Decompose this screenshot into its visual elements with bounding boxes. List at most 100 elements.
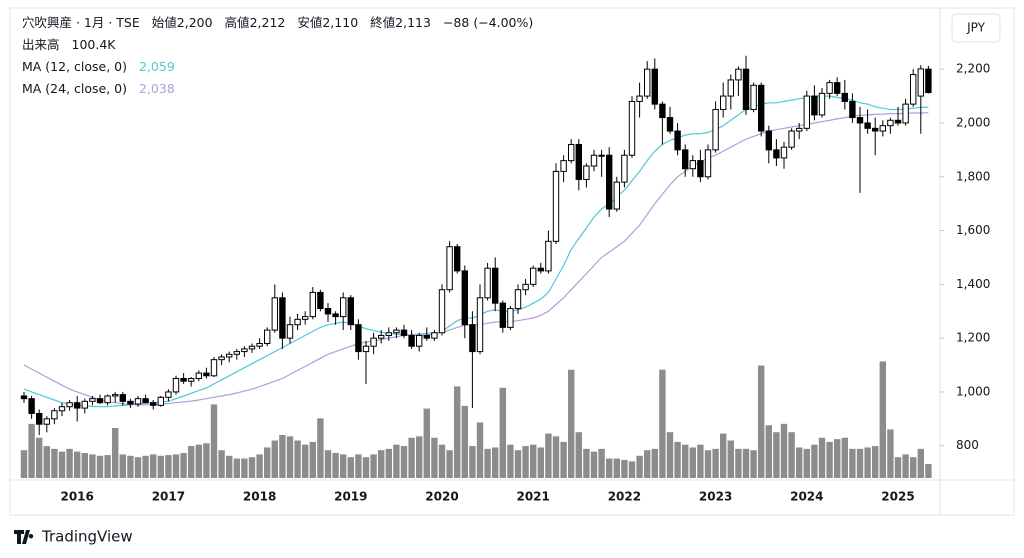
candle-body xyxy=(393,329,400,334)
candle-body xyxy=(256,343,263,347)
legend-ma12: MA (12, close, 0) 2,059 xyxy=(22,56,175,78)
volume-bar xyxy=(66,448,73,478)
candle-body xyxy=(872,127,879,132)
currency-box[interactable] xyxy=(951,13,1001,43)
volume-bar xyxy=(613,458,620,478)
candle-body xyxy=(476,297,484,353)
candle-body xyxy=(697,160,704,178)
candle-body xyxy=(423,334,431,339)
candle-body xyxy=(560,160,567,172)
x-tick-label: 2024 xyxy=(790,490,823,504)
candle-body xyxy=(674,130,681,151)
candle-body xyxy=(682,149,689,170)
candle-body xyxy=(590,154,598,167)
ma-name: MA (12, close, 0) xyxy=(22,59,128,74)
ohlc-name: 安値 xyxy=(297,15,323,30)
candle-body xyxy=(165,391,172,398)
volume-bar xyxy=(157,455,164,478)
candle-body xyxy=(651,68,658,105)
candle-body xyxy=(788,130,795,148)
volume-bar xyxy=(195,444,202,478)
volume-bar xyxy=(454,386,461,478)
candle-body xyxy=(264,329,271,345)
volume-bar xyxy=(317,418,324,478)
candle-body xyxy=(902,103,909,124)
candle-body xyxy=(568,143,575,162)
volume-bar xyxy=(811,444,818,478)
volume-bar xyxy=(36,437,43,478)
volume-bar xyxy=(51,448,58,478)
candle-body xyxy=(727,79,734,97)
volume-bar xyxy=(286,436,294,478)
x-tick-label: 2023 xyxy=(699,490,732,504)
candle-body xyxy=(780,146,788,159)
volume-bar xyxy=(416,436,423,478)
candle-body xyxy=(598,154,605,157)
ma-line xyxy=(23,95,929,408)
volume-bar xyxy=(674,441,681,478)
volume-bar xyxy=(864,447,871,478)
candle-body xyxy=(66,402,73,408)
volume-bar xyxy=(74,451,81,478)
candle-body xyxy=(910,74,917,105)
candle-body xyxy=(378,334,385,339)
ma-value: 2,038 xyxy=(139,81,175,96)
volume-bar xyxy=(917,448,924,478)
volume-bar xyxy=(758,365,765,478)
x-tick-label: 2025 xyxy=(881,490,914,504)
candle-body xyxy=(134,398,142,405)
logo-mark xyxy=(14,530,34,544)
volume-bar xyxy=(210,404,218,478)
volume-bar xyxy=(302,444,309,478)
volume-bar xyxy=(887,429,894,478)
ohlc-value: 2,113 xyxy=(395,15,431,30)
volume-bar xyxy=(127,455,134,478)
volume-bar xyxy=(834,439,841,478)
ohlc-name: 高値 xyxy=(224,15,250,30)
candle-body xyxy=(628,100,636,156)
ma-line xyxy=(23,112,929,406)
x-tick-label: 2021 xyxy=(516,490,549,504)
brand-name: TradingView xyxy=(41,528,133,546)
legend-ma24: MA (24, close, 0) 2,038 xyxy=(22,78,175,100)
volume-bar xyxy=(636,455,643,478)
brand-logo[interactable]: TradingView xyxy=(14,528,133,546)
volume-bar xyxy=(484,448,491,478)
volume-bar xyxy=(537,447,544,478)
volume-bar xyxy=(385,448,392,478)
x-tick-label: 2022 xyxy=(608,490,641,504)
candle-body xyxy=(112,394,119,397)
volume-bar xyxy=(666,432,674,478)
candle-body xyxy=(849,100,856,119)
volume-bar xyxy=(400,446,408,478)
volume-bar xyxy=(20,450,28,478)
candle-body xyxy=(43,418,50,425)
volume-bar xyxy=(583,448,590,478)
volume-bar xyxy=(796,447,803,478)
volume-bar xyxy=(530,444,537,478)
volume-bar xyxy=(393,444,400,478)
volume-bar xyxy=(780,423,788,478)
candle-body xyxy=(879,125,886,132)
candle-body xyxy=(758,84,765,132)
change: −88 xyxy=(442,15,470,30)
volume-bar xyxy=(279,434,286,478)
candle-body xyxy=(507,308,514,328)
candle-body xyxy=(454,246,461,272)
volume-bar xyxy=(81,453,88,478)
candle-body xyxy=(385,332,393,336)
volume-bar xyxy=(355,454,362,478)
candle-body xyxy=(226,353,233,358)
y-tick-label: 1,400 xyxy=(956,277,990,291)
candle-body xyxy=(644,68,651,97)
volume-bar xyxy=(104,455,111,478)
candle-body xyxy=(431,332,438,339)
volume-bar xyxy=(765,425,772,478)
y-tick-label: 1,600 xyxy=(956,223,990,237)
candle-body xyxy=(894,119,902,124)
candle-body xyxy=(20,395,28,400)
candle-body xyxy=(127,400,134,405)
volume-bar xyxy=(560,441,567,478)
volume-bar xyxy=(347,457,354,478)
candle-body xyxy=(180,377,187,382)
